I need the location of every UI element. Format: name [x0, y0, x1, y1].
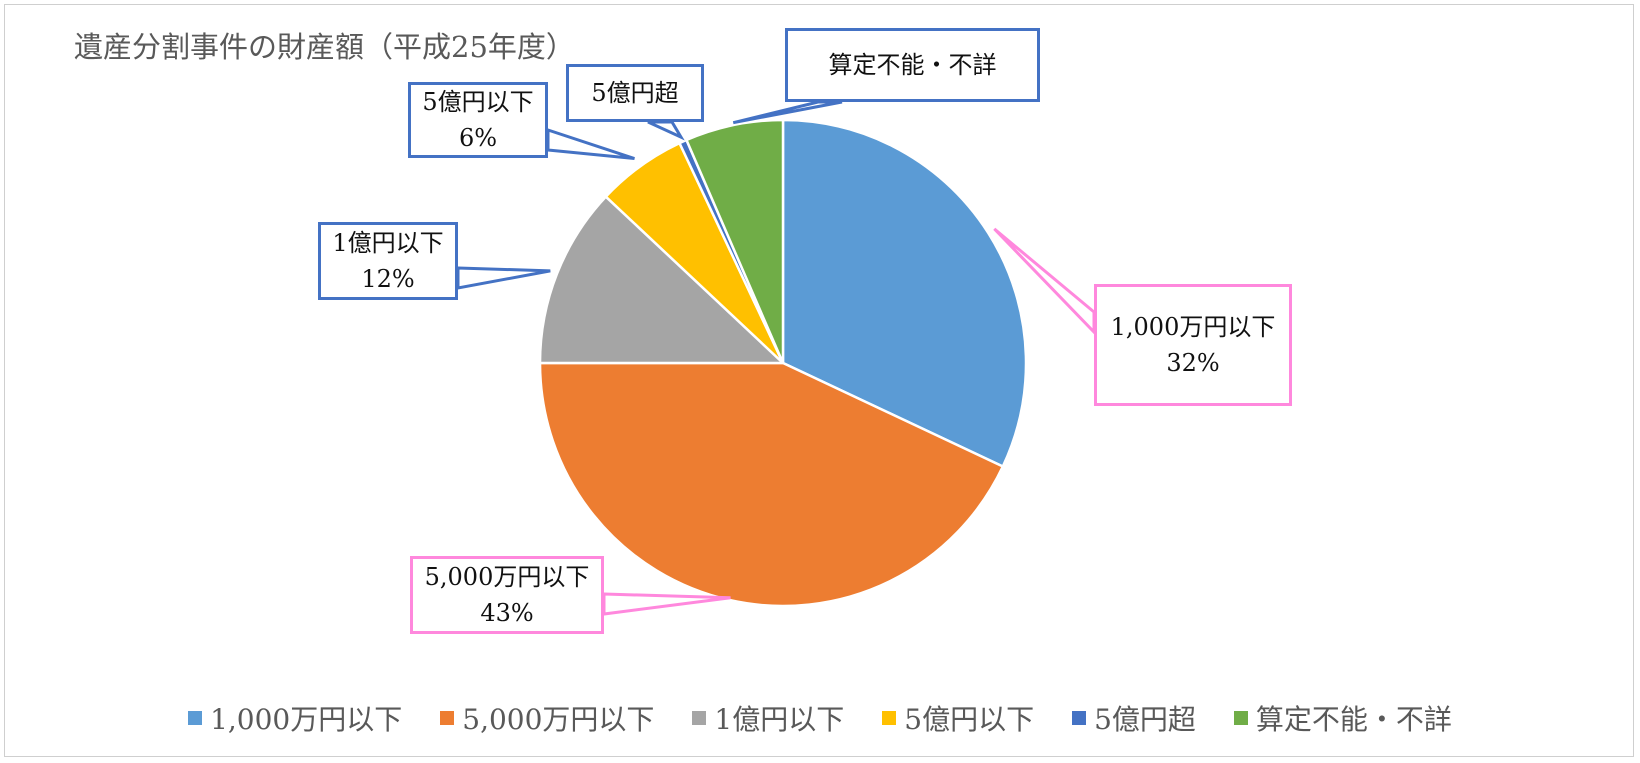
- legend-label: 5,000万円以下: [462, 703, 655, 736]
- legend-swatch: [440, 711, 455, 725]
- data-label-category: 算定不能・不詳: [828, 51, 997, 79]
- legend-item: 1,000万円以下: [188, 698, 402, 738]
- data-label-category: 5億円以下: [422, 88, 534, 116]
- legend-item: 5,000万円以下: [440, 698, 654, 738]
- callout-leader: [602, 592, 731, 616]
- pie-slice-1: [781, 118, 1028, 469]
- data-label-category: 1,000万円以下: [1110, 313, 1276, 341]
- data-label-callout: 算定不能・不詳: [785, 28, 1040, 102]
- data-label-callout: 5,000万円以下 43%: [410, 556, 604, 634]
- legend-item: 算定不能・不詳: [1233, 698, 1452, 738]
- legend-label: 1,000万円以下: [210, 703, 403, 736]
- legend-item: 1億円以下: [692, 698, 844, 738]
- callout-leader: [456, 266, 551, 290]
- callout-leader: [546, 127, 635, 161]
- legend-swatch: [692, 711, 707, 725]
- callout-leader: [732, 100, 843, 125]
- data-label-category: 5億円超: [591, 79, 679, 107]
- pie-slice-2: [538, 361, 1005, 608]
- data-label-callout: 5億円以下 6%: [408, 82, 548, 158]
- legend-swatch: [1233, 711, 1248, 725]
- legend-label: 5億円超: [1094, 703, 1196, 736]
- legend-swatch: [188, 711, 203, 725]
- legend-item: 5億円超: [1072, 698, 1196, 738]
- legend-label: 1億円以下: [714, 703, 845, 736]
- legend: 1,000万円以下 5,000万円以下 1億円以下 5億円以下 5億円超 算定不能・不詳: [0, 698, 1640, 738]
- legend-swatch: [882, 711, 897, 725]
- pie-slice-6: [684, 118, 785, 364]
- data-label-category: 5,000万円以下: [424, 563, 590, 591]
- legend-item: 5億円以下: [882, 698, 1034, 738]
- data-label-value: 12%: [361, 265, 415, 293]
- chart-frame: [4, 4, 1634, 757]
- data-label-callout: 5億円超: [566, 64, 704, 122]
- data-label-value: 32%: [1166, 349, 1220, 377]
- data-label-callout: 1億円以下 12%: [318, 222, 458, 300]
- chart-title: 遺産分割事件の財産額（平成25年度）: [74, 30, 575, 64]
- callout-leader: [647, 120, 685, 141]
- data-label-category: 1億円以下: [332, 229, 444, 257]
- pie-slice-3: [538, 194, 787, 365]
- legend-label: 5億円以下: [904, 703, 1035, 736]
- legend-label: 算定不能・不詳: [1255, 703, 1452, 736]
- data-label-callout: 1,000万円以下 32%: [1094, 284, 1292, 406]
- data-label-value: 43%: [480, 599, 534, 627]
- data-label-value: 6%: [458, 124, 498, 152]
- legend-swatch: [1072, 711, 1087, 725]
